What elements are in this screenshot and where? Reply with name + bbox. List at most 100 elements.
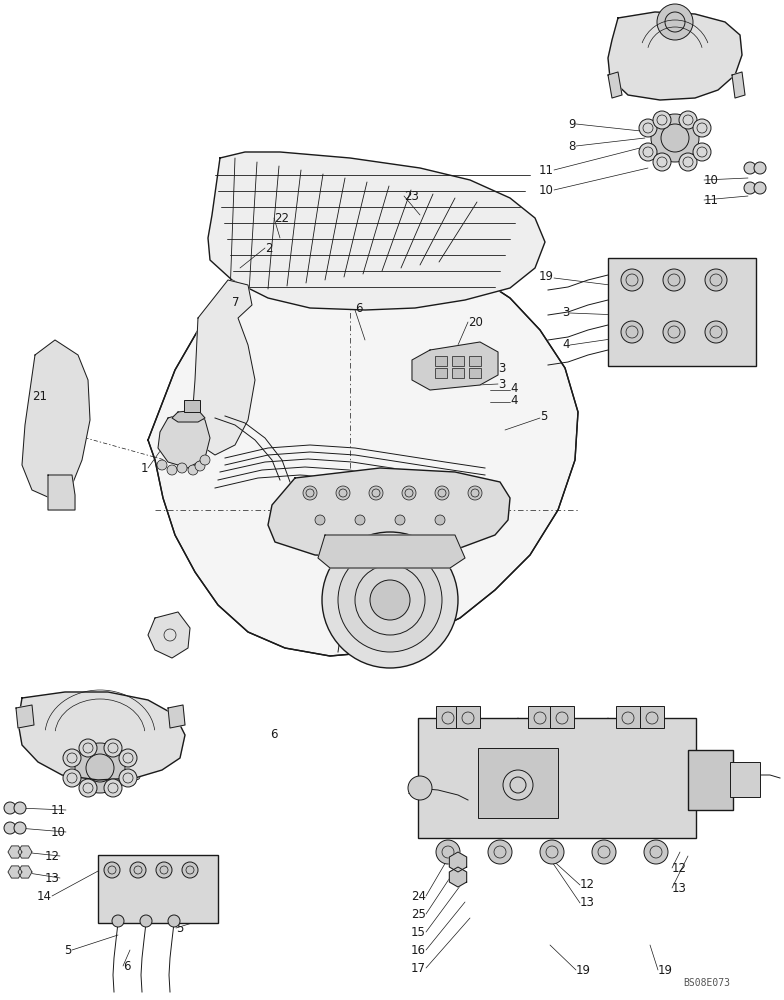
Circle shape xyxy=(435,515,445,525)
Text: 17: 17 xyxy=(411,962,426,974)
Circle shape xyxy=(182,862,198,878)
Circle shape xyxy=(315,515,325,525)
Circle shape xyxy=(639,119,657,137)
Bar xyxy=(640,706,664,728)
Polygon shape xyxy=(208,152,545,310)
Text: 9: 9 xyxy=(568,117,576,130)
Polygon shape xyxy=(18,692,185,780)
Circle shape xyxy=(63,749,81,767)
Text: 8: 8 xyxy=(568,139,576,152)
Text: 11: 11 xyxy=(539,163,554,176)
Text: 3: 3 xyxy=(498,377,506,390)
Circle shape xyxy=(705,269,727,291)
Text: 19: 19 xyxy=(672,790,687,802)
Bar xyxy=(435,356,447,366)
Text: 5: 5 xyxy=(64,944,72,956)
Circle shape xyxy=(653,153,671,171)
Text: 23: 23 xyxy=(404,190,419,202)
Bar xyxy=(452,368,464,378)
Text: 10: 10 xyxy=(539,184,554,196)
Text: 7: 7 xyxy=(232,296,239,308)
Polygon shape xyxy=(16,705,34,728)
Text: 3: 3 xyxy=(498,361,506,374)
Circle shape xyxy=(200,455,210,465)
Text: 14: 14 xyxy=(37,890,52,902)
Text: 11: 11 xyxy=(51,804,66,816)
Circle shape xyxy=(744,162,756,174)
Bar xyxy=(608,258,756,366)
Circle shape xyxy=(754,162,766,174)
Polygon shape xyxy=(18,846,32,858)
Circle shape xyxy=(195,461,205,471)
Bar xyxy=(469,368,481,378)
Circle shape xyxy=(644,840,668,864)
Polygon shape xyxy=(148,612,190,658)
Text: 4: 4 xyxy=(510,393,517,406)
Circle shape xyxy=(395,515,405,525)
Text: 14: 14 xyxy=(554,720,569,732)
Circle shape xyxy=(303,486,317,500)
Circle shape xyxy=(14,822,26,834)
Circle shape xyxy=(130,862,146,878)
Circle shape xyxy=(4,822,16,834)
Text: 19: 19 xyxy=(576,964,591,976)
Bar xyxy=(418,718,696,838)
Circle shape xyxy=(119,749,137,767)
Text: 19: 19 xyxy=(706,269,721,282)
Text: 18: 18 xyxy=(176,882,191,894)
Circle shape xyxy=(112,915,124,927)
Text: BS08E073: BS08E073 xyxy=(683,978,730,988)
Circle shape xyxy=(4,802,16,814)
Text: 5: 5 xyxy=(540,410,547,422)
Circle shape xyxy=(663,269,685,291)
Polygon shape xyxy=(192,280,255,455)
Circle shape xyxy=(168,915,180,927)
Polygon shape xyxy=(449,852,466,872)
Text: 20: 20 xyxy=(468,316,483,328)
Bar xyxy=(98,855,218,923)
Text: 18: 18 xyxy=(407,784,422,796)
Circle shape xyxy=(705,321,727,343)
Polygon shape xyxy=(48,475,75,510)
Text: 5: 5 xyxy=(176,922,183,934)
Polygon shape xyxy=(18,866,32,878)
Circle shape xyxy=(167,465,177,475)
Text: 4: 4 xyxy=(562,338,570,352)
Text: 19: 19 xyxy=(658,964,673,976)
Circle shape xyxy=(104,862,120,878)
Circle shape xyxy=(104,779,122,797)
Circle shape xyxy=(14,802,26,814)
Circle shape xyxy=(639,143,657,161)
Polygon shape xyxy=(148,245,578,656)
Circle shape xyxy=(488,840,512,864)
Polygon shape xyxy=(168,705,185,728)
Bar xyxy=(616,706,640,728)
Circle shape xyxy=(75,743,125,793)
Circle shape xyxy=(679,111,697,129)
Text: 10: 10 xyxy=(704,174,719,186)
Circle shape xyxy=(436,840,460,864)
Circle shape xyxy=(679,153,697,171)
Circle shape xyxy=(503,770,533,800)
Polygon shape xyxy=(412,342,498,390)
Circle shape xyxy=(540,840,564,864)
Circle shape xyxy=(156,862,172,878)
Text: 24: 24 xyxy=(411,890,426,902)
Circle shape xyxy=(79,779,97,797)
Circle shape xyxy=(157,460,167,470)
Bar xyxy=(550,706,574,728)
Circle shape xyxy=(355,515,365,525)
Circle shape xyxy=(402,486,416,500)
Circle shape xyxy=(322,532,458,668)
Bar xyxy=(469,356,481,366)
Circle shape xyxy=(693,119,711,137)
Polygon shape xyxy=(608,72,622,98)
Text: 22: 22 xyxy=(274,212,289,225)
Circle shape xyxy=(338,548,442,652)
Text: 16: 16 xyxy=(411,944,426,956)
Polygon shape xyxy=(268,468,510,558)
Circle shape xyxy=(408,776,432,800)
Polygon shape xyxy=(318,535,465,568)
Circle shape xyxy=(104,739,122,757)
Circle shape xyxy=(653,111,671,129)
